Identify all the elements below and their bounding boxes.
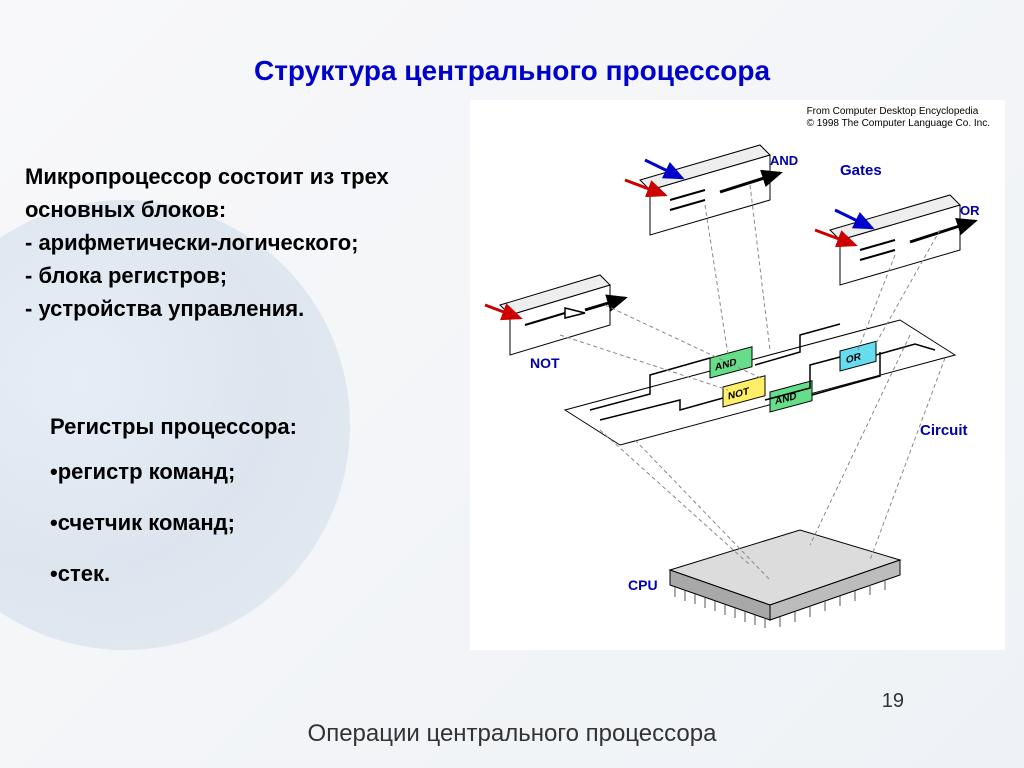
gate-and-schematic: AND [625, 145, 798, 235]
gate-or-schematic: OR [815, 195, 980, 285]
svg-text:AND: AND [770, 153, 798, 168]
diagram-svg: NOT AND OR [470, 100, 1005, 650]
intro-block: Микропроцессор состоит из трех основных … [25, 160, 465, 325]
circuit-plane: AND NOT AND OR [565, 320, 955, 445]
registers-block: Регистры процессора: •регистр команд; •с… [50, 410, 440, 608]
registers-item-2: •стек. [50, 557, 440, 590]
cpu-chip [670, 530, 900, 628]
intro-lead: Микропроцессор состоит из трех основных … [25, 160, 465, 226]
page-number: 19 [882, 690, 904, 713]
slide-title: Структура центрального процессора [0, 0, 1024, 97]
intro-item-0: - арифметически-логического; [25, 226, 465, 259]
gate-not-schematic: NOT [485, 275, 625, 371]
gates-label: Gates [840, 162, 882, 179]
circuit-label: Circuit [920, 422, 968, 439]
intro-item-2: - устройства управления. [25, 292, 465, 325]
registers-head: Регистры процессора: [50, 410, 440, 443]
cpu-label: CPU [628, 577, 658, 593]
registers-item-0: •регистр команд; [50, 455, 440, 488]
registers-item-1: •счетчик команд; [50, 506, 440, 539]
cpu-diagram: From Computer Desktop Encyclopedia © 199… [470, 100, 1005, 650]
diagram-credit: From Computer Desktop Encyclopedia © 199… [807, 106, 990, 130]
svg-text:OR: OR [960, 203, 980, 218]
footer-text: Операции центрального процессора [0, 720, 1024, 748]
intro-item-1: - блока регистров; [25, 259, 465, 292]
svg-text:NOT: NOT [530, 355, 560, 371]
